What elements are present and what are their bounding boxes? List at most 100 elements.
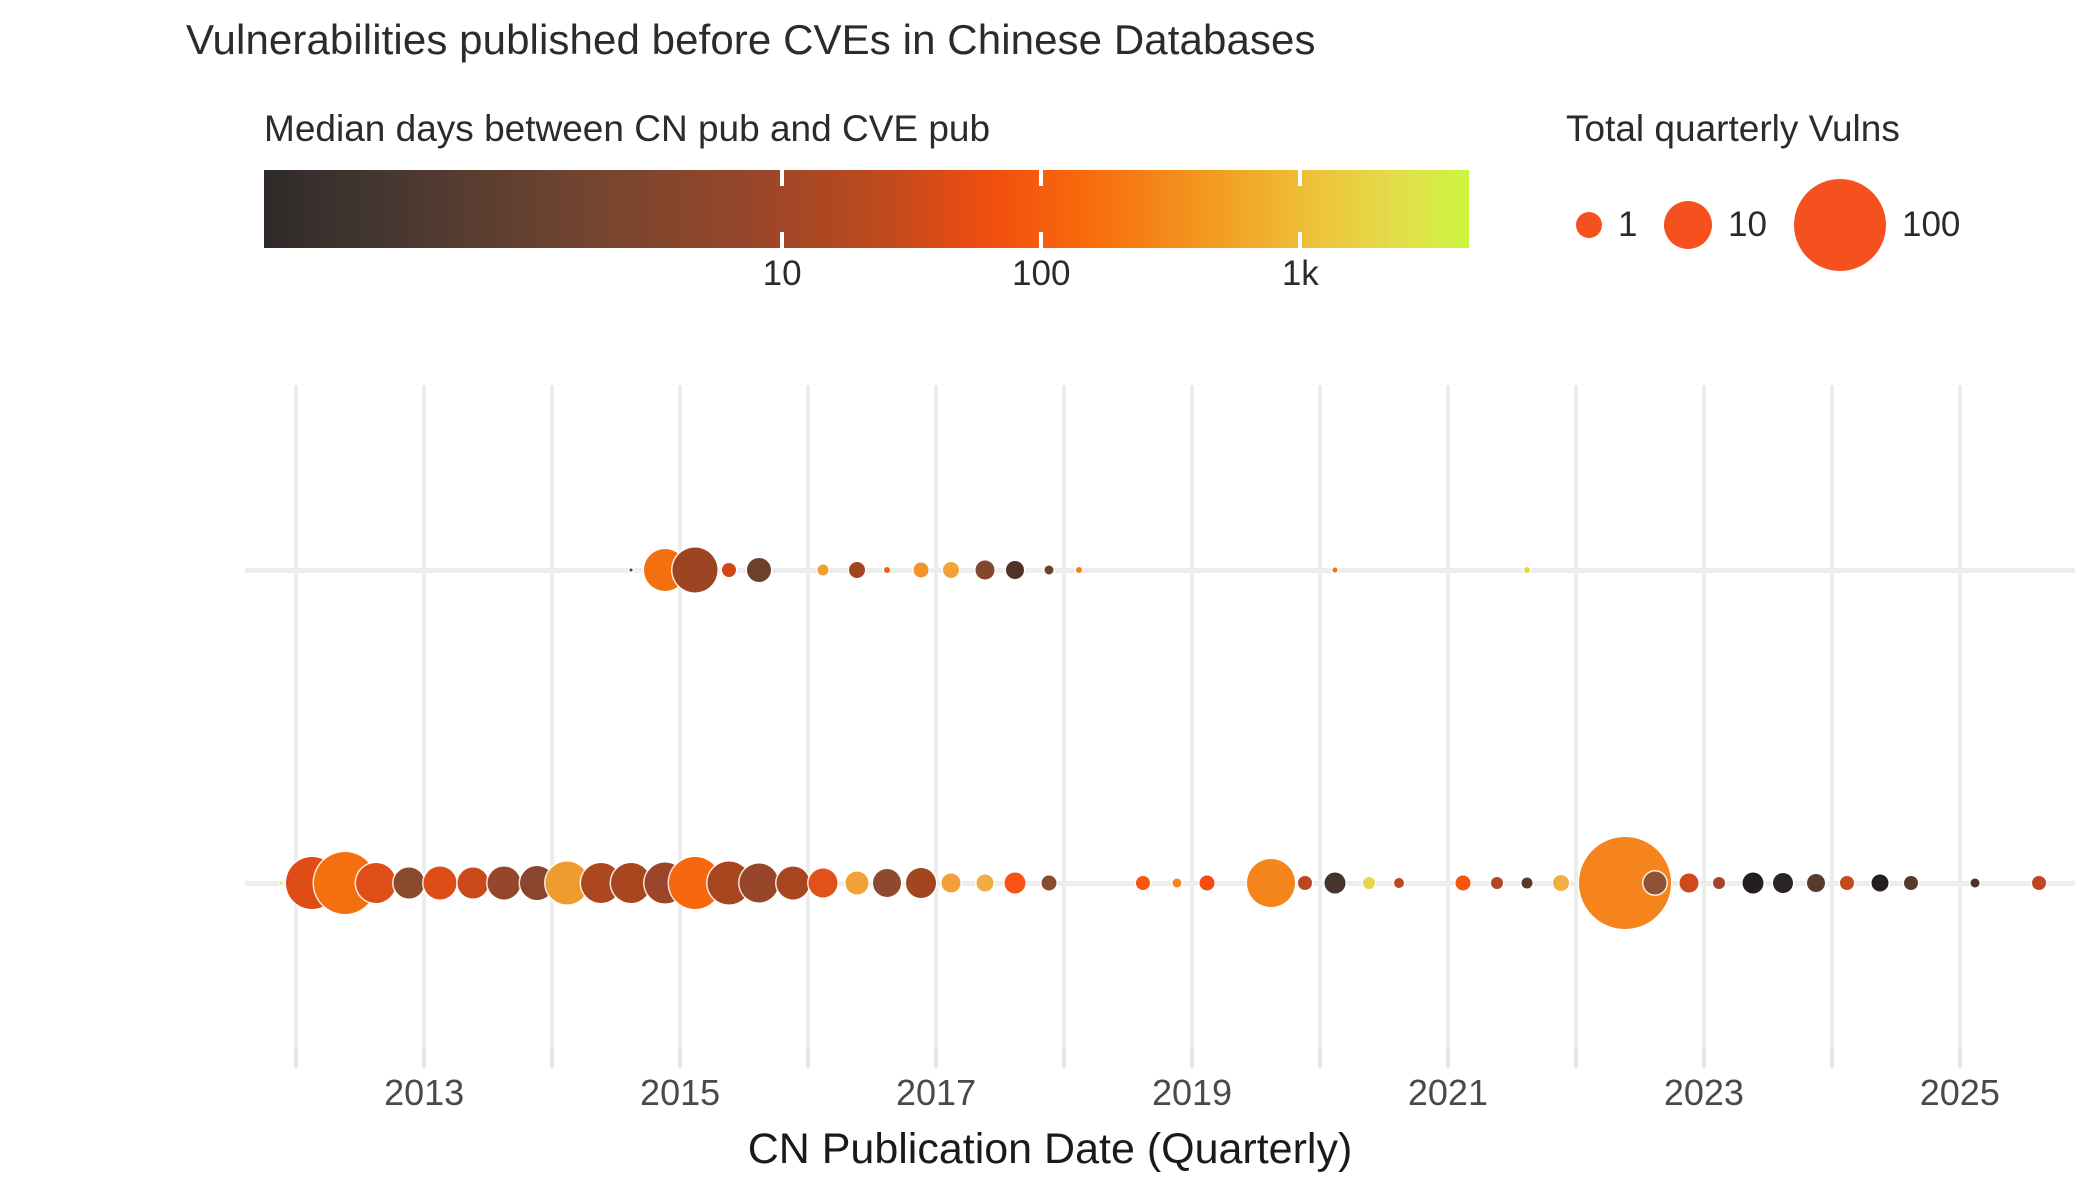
- colorbar-tick: [1039, 170, 1044, 186]
- color-legend-title: Median days between CN pub and CVE pub: [264, 108, 991, 149]
- data-point[interactable]: [1004, 872, 1026, 894]
- data-point[interactable]: [1297, 876, 1312, 891]
- data-point[interactable]: [905, 868, 936, 899]
- data-point[interactable]: [423, 866, 457, 900]
- vertical-gridline: [1957, 385, 1962, 1045]
- data-point[interactable]: [1076, 566, 1083, 573]
- data-point[interactable]: [913, 562, 929, 578]
- data-point[interactable]: [1136, 876, 1151, 891]
- size-legend-dot: [1576, 212, 1602, 238]
- vertical-gridline: [1189, 385, 1194, 1045]
- data-point[interactable]: [1247, 859, 1296, 908]
- size-legend-dot: [1794, 179, 1886, 271]
- x-axis-tick: [1701, 1046, 1706, 1068]
- data-point[interactable]: [1455, 875, 1471, 891]
- data-point[interactable]: [873, 869, 902, 898]
- colorbar-tick-label: 100: [1012, 254, 1071, 293]
- data-point[interactable]: [1904, 876, 1919, 891]
- data-point[interactable]: [943, 561, 960, 578]
- data-point[interactable]: [1006, 560, 1025, 579]
- data-point[interactable]: [1199, 875, 1215, 891]
- data-point[interactable]: [1362, 877, 1375, 890]
- vertical-gridline: [678, 385, 683, 1045]
- size-legend-dot: [1664, 201, 1712, 249]
- x-axis-tick: [934, 1046, 939, 1068]
- data-point[interactable]: [1332, 567, 1338, 573]
- x-axis-tick: [1957, 1046, 1962, 1068]
- vertical-gridline: [422, 385, 427, 1045]
- data-point[interactable]: [845, 871, 869, 895]
- data-point[interactable]: [941, 873, 961, 893]
- x-axis-tick: [1317, 1046, 1322, 1068]
- x-axis-tick: [678, 1046, 683, 1068]
- horizontal-gridline: [245, 881, 2075, 887]
- data-point[interactable]: [1041, 875, 1057, 891]
- x-axis-tick-label: 2025: [1919, 1072, 2000, 1113]
- data-point[interactable]: [747, 557, 772, 582]
- x-axis-tick: [1445, 1046, 1450, 1068]
- vertical-gridline: [294, 385, 299, 1045]
- data-point[interactable]: [1713, 877, 1726, 890]
- data-point[interactable]: [457, 867, 489, 899]
- data-point[interactable]: [1807, 874, 1826, 893]
- x-axis-tick: [294, 1046, 299, 1068]
- x-axis-tick: [1573, 1046, 1578, 1068]
- data-point[interactable]: [1679, 873, 1699, 893]
- colorbar-tick-label: 10: [762, 254, 802, 293]
- data-point[interactable]: [776, 866, 810, 900]
- vertical-gridline: [1445, 385, 1450, 1045]
- size-legend-items: 1 10 100: [1566, 170, 2046, 280]
- size-legend-label: 10: [1728, 205, 1767, 244]
- data-point[interactable]: [1324, 872, 1346, 894]
- x-axis-tick: [1062, 1046, 1067, 1068]
- scatter-plot-area: [245, 385, 2075, 1045]
- data-point[interactable]: [975, 560, 995, 580]
- data-point[interactable]: [1773, 873, 1794, 894]
- page-title: Vulnerabilities published before CVEs in…: [186, 16, 1316, 63]
- data-point[interactable]: [1970, 878, 1980, 888]
- data-point[interactable]: [487, 866, 520, 900]
- data-point[interactable]: [279, 881, 283, 885]
- data-point[interactable]: [355, 863, 396, 904]
- size-legend-label: 100: [1902, 205, 1961, 244]
- size-legend-label: 1: [1618, 205, 1638, 244]
- data-point[interactable]: [1552, 875, 1569, 892]
- data-point[interactable]: [976, 874, 994, 892]
- vertical-gridline: [1317, 385, 1322, 1045]
- data-point[interactable]: [1840, 876, 1855, 891]
- data-point[interactable]: [672, 547, 718, 593]
- data-point[interactable]: [808, 868, 838, 898]
- data-point[interactable]: [817, 564, 829, 576]
- data-point[interactable]: [629, 568, 633, 572]
- data-point[interactable]: [1871, 874, 1889, 892]
- data-point[interactable]: [1394, 878, 1405, 889]
- data-point[interactable]: [1044, 565, 1054, 575]
- data-point[interactable]: [848, 561, 865, 578]
- x-axis-tick: [550, 1046, 555, 1068]
- x-axis-tick-label: 2023: [1663, 1072, 1744, 1113]
- colorbar-tick: [1298, 232, 1303, 248]
- size-legend-title: Total quarterly Vulns: [1566, 108, 1900, 149]
- data-point[interactable]: [1643, 871, 1667, 895]
- x-axis-tick: [422, 1046, 427, 1068]
- data-point[interactable]: [393, 867, 425, 899]
- data-point[interactable]: [2032, 876, 2047, 891]
- colorbar-tick: [780, 170, 785, 186]
- data-point[interactable]: [1524, 566, 1531, 573]
- x-axis-tick: [806, 1046, 811, 1068]
- vertical-gridline: [806, 385, 811, 1045]
- color-legend-gradient-bar: [264, 170, 1469, 248]
- x-axis-tick-label: 2013: [384, 1072, 465, 1113]
- data-point[interactable]: [1521, 877, 1533, 889]
- data-point[interactable]: [739, 863, 779, 903]
- x-axis-tick-label: 2017: [896, 1072, 977, 1113]
- data-point[interactable]: [1742, 872, 1763, 894]
- data-point[interactable]: [884, 566, 891, 573]
- vertical-gridline: [1573, 385, 1578, 1045]
- colorbar-tick: [1298, 170, 1303, 186]
- data-point[interactable]: [721, 562, 736, 577]
- colorbar-tick: [780, 232, 785, 248]
- data-point[interactable]: [1172, 878, 1182, 888]
- data-point[interactable]: [1490, 877, 1503, 890]
- x-axis-tick: [1829, 1046, 1834, 1068]
